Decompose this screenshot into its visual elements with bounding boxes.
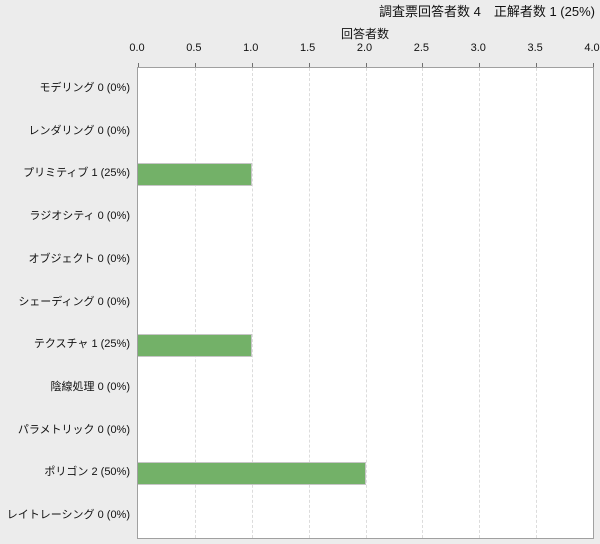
x-tick-mark — [479, 63, 481, 67]
category-label: レイトレーシング 0 (0%) — [6, 509, 130, 522]
category-label: レンダリング 0 (0%) — [28, 124, 130, 137]
bar — [138, 163, 252, 187]
x-tick-mark — [593, 63, 594, 67]
x-tick-mark — [138, 63, 139, 67]
category-label: オブジェクト 0 (0%) — [28, 252, 130, 265]
x-tick-mark — [194, 63, 196, 67]
gridline — [536, 68, 538, 538]
category-label: シェーディング 0 (0%) — [18, 295, 130, 308]
gridline — [365, 68, 367, 538]
x-tick-mark — [251, 63, 253, 67]
bar — [138, 334, 252, 358]
x-tick-label: 0.0 — [129, 42, 145, 54]
gridline — [479, 68, 481, 538]
gridline — [308, 68, 310, 538]
category-label: プリミティブ 1 (25%) — [23, 167, 130, 180]
x-tick-label: 0.5 — [186, 42, 202, 54]
x-tick-mark — [422, 63, 424, 67]
bar — [138, 462, 366, 486]
x-tick-mark — [308, 63, 310, 67]
category-label: ポリゴン 2 (50%) — [44, 466, 130, 479]
gridline — [251, 68, 253, 538]
x-axis-label: 回答者数 — [340, 27, 390, 41]
category-label: モデリング 0 (0%) — [39, 81, 130, 94]
x-tick-mark — [536, 63, 538, 67]
x-tick-label: 4.0 — [584, 42, 600, 54]
x-tick-label: 2.0 — [356, 42, 373, 54]
category-label: ラジオシティ 0 (0%) — [29, 210, 130, 223]
x-tick-label: 3.5 — [527, 42, 543, 54]
gridline — [422, 68, 424, 538]
x-tick-label: 1.0 — [243, 42, 259, 54]
category-label: テクスチャ 1 (25%) — [33, 338, 130, 351]
x-tick-mark — [365, 63, 367, 67]
category-label: 陰線処理 0 (0%) — [50, 380, 130, 393]
gridline — [194, 68, 196, 538]
x-tick-label: 2.5 — [413, 42, 430, 54]
chart-title: 調査票回答者数 4 正解者数 1 (25%) — [379, 4, 595, 19]
x-tick-label: 1.5 — [299, 42, 316, 54]
x-tick-label: 3.0 — [470, 42, 486, 54]
category-label: パラメトリック 0 (0%) — [17, 423, 130, 436]
plot-area — [137, 63, 594, 539]
